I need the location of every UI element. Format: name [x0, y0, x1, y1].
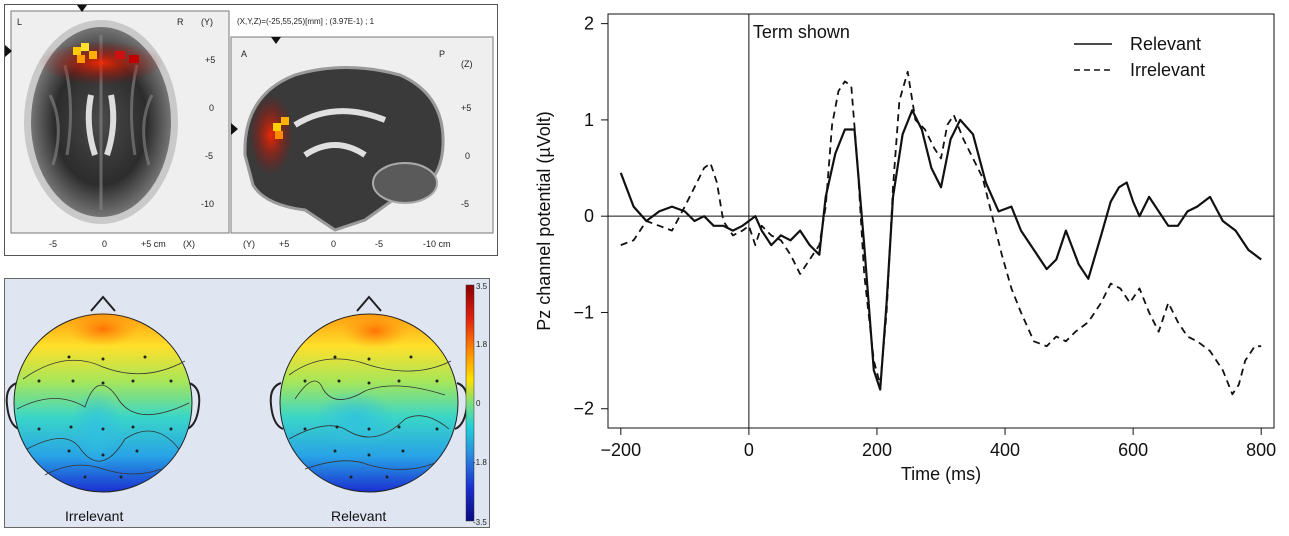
axial-corner-left: L [17, 17, 22, 27]
y-tick-label: 2 [584, 14, 594, 34]
legend-label-irrelevant: Irrelevant [1130, 60, 1205, 80]
axial-bottom-tick-2: +5 cm [141, 239, 166, 249]
scalp-map-relevant: Relevant [269, 295, 469, 524]
plot-area-frame [607, 13, 1275, 429]
axial-corner-right: R [177, 17, 184, 27]
series-line-relevant [619, 109, 1262, 391]
series-line-irrelevant [620, 70, 1262, 396]
sagittal-cursor-marker-left[interactable] [231, 123, 238, 135]
sagittal-bottom-label-left: (Y) [243, 239, 255, 249]
scalp-map-label-irrelevant: Irrelevant [65, 508, 123, 524]
y-axis-label: Pz channel potential (µVolt) [534, 111, 554, 331]
erp-chart-panel: Term shown −200 0 200 400 600 800 −2 −1 0 1 2 Tim… [520, 0, 1289, 531]
sagittal-activation-region [249, 95, 293, 175]
colorbar-tick-0: 3.5 [476, 282, 488, 291]
axial-right-tick-1: 0 [209, 103, 214, 113]
x-axis: −200 0 200 400 600 800 [601, 428, 1276, 460]
x-tick-label: 0 [744, 440, 754, 460]
sagittal-corner-left: A [241, 49, 247, 59]
coordinate-readout: (X,Y,Z)=(-25,55,25)[mm] ; (3.97E-1) ; 1 [237, 17, 375, 26]
colorbar-tick-4: -3.5 [473, 518, 487, 527]
axial-bottom-tick-0: -5 [49, 239, 57, 249]
x-tick-label: −200 [601, 440, 642, 460]
sagittal-axis-label-right: (Z) [461, 59, 473, 69]
axial-right-tick-2: -5 [205, 151, 213, 161]
left-ear-icon [269, 382, 284, 430]
sagittal-bottom-tick-0: +5 [279, 239, 289, 249]
y-tick-label: −1 [573, 302, 594, 322]
legend: Relevant Irrelevant [1074, 34, 1205, 80]
erp-line-chart: Term shown −200 0 200 400 600 800 −2 −1 0 1 2 Tim… [534, 13, 1276, 484]
legend-label-relevant: Relevant [1130, 34, 1201, 54]
axial-right-tick-0: +5 [205, 55, 215, 65]
sagittal-bottom-tick-2: -5 [375, 239, 383, 249]
y-tick-label: 1 [584, 110, 594, 130]
axial-axis-label-right: (Y) [201, 17, 213, 27]
x-tick-label: 800 [1246, 440, 1276, 460]
axial-cursor-marker-left[interactable] [5, 45, 12, 57]
brain-slice-figure: L R (Y) +5 0 -5 -10 -5 0 +5 cm (X) (X,Y,… [5, 5, 494, 249]
axial-bottom-tick-3: (X) [183, 239, 195, 249]
scalp-map-label-relevant: Relevant [331, 508, 386, 524]
colorbar-tick-2: 0 [476, 399, 481, 408]
left-ear-icon [5, 382, 20, 430]
x-tick-label: 200 [862, 440, 892, 460]
y-axis: −2 −1 0 1 2 [573, 14, 608, 419]
axial-bottom-tick-1: 0 [102, 239, 107, 249]
right-ear-icon [186, 382, 201, 430]
series-layer [619, 70, 1262, 396]
term-shown-annotation: Term shown [753, 22, 850, 42]
nose-icon [90, 295, 116, 312]
sagittal-cursor-marker-top[interactable] [271, 37, 281, 44]
scalp-topography-figure: Irrelevant Relevant 3.5 1 [5, 282, 488, 527]
x-tick-label: 600 [1118, 440, 1148, 460]
sagittal-corner-right: P [439, 49, 445, 59]
sagittal-bottom-tick-3: -10 cm [423, 239, 451, 249]
sagittal-right-tick-2: -5 [461, 199, 469, 209]
sagittal-right-tick-1: 0 [465, 151, 470, 161]
sagittal-bottom-tick-1: 0 [331, 239, 336, 249]
colorbar-tick-1: 1.8 [476, 340, 488, 349]
colorbar [465, 284, 475, 522]
sagittal-right-tick-0: +5 [461, 103, 471, 113]
colorbar-tick-3: -1.8 [473, 458, 487, 467]
y-tick-label: 0 [584, 206, 594, 226]
scalp-topography-panel: Irrelevant Relevant 3.5 1 [4, 278, 490, 528]
axial-cursor-marker-top[interactable] [77, 5, 87, 12]
x-axis-label: Time (ms) [901, 464, 981, 484]
scalp-map-irrelevant: Irrelevant [5, 295, 201, 524]
nose-icon [356, 295, 382, 312]
y-tick-label: −2 [573, 399, 594, 419]
brain-slice-panel: L R (Y) +5 0 -5 -10 -5 0 +5 cm (X) (X,Y,… [4, 4, 498, 256]
x-tick-label: 400 [990, 440, 1020, 460]
axial-activation-region [39, 41, 163, 85]
axial-right-tick-3: -10 [201, 199, 214, 209]
